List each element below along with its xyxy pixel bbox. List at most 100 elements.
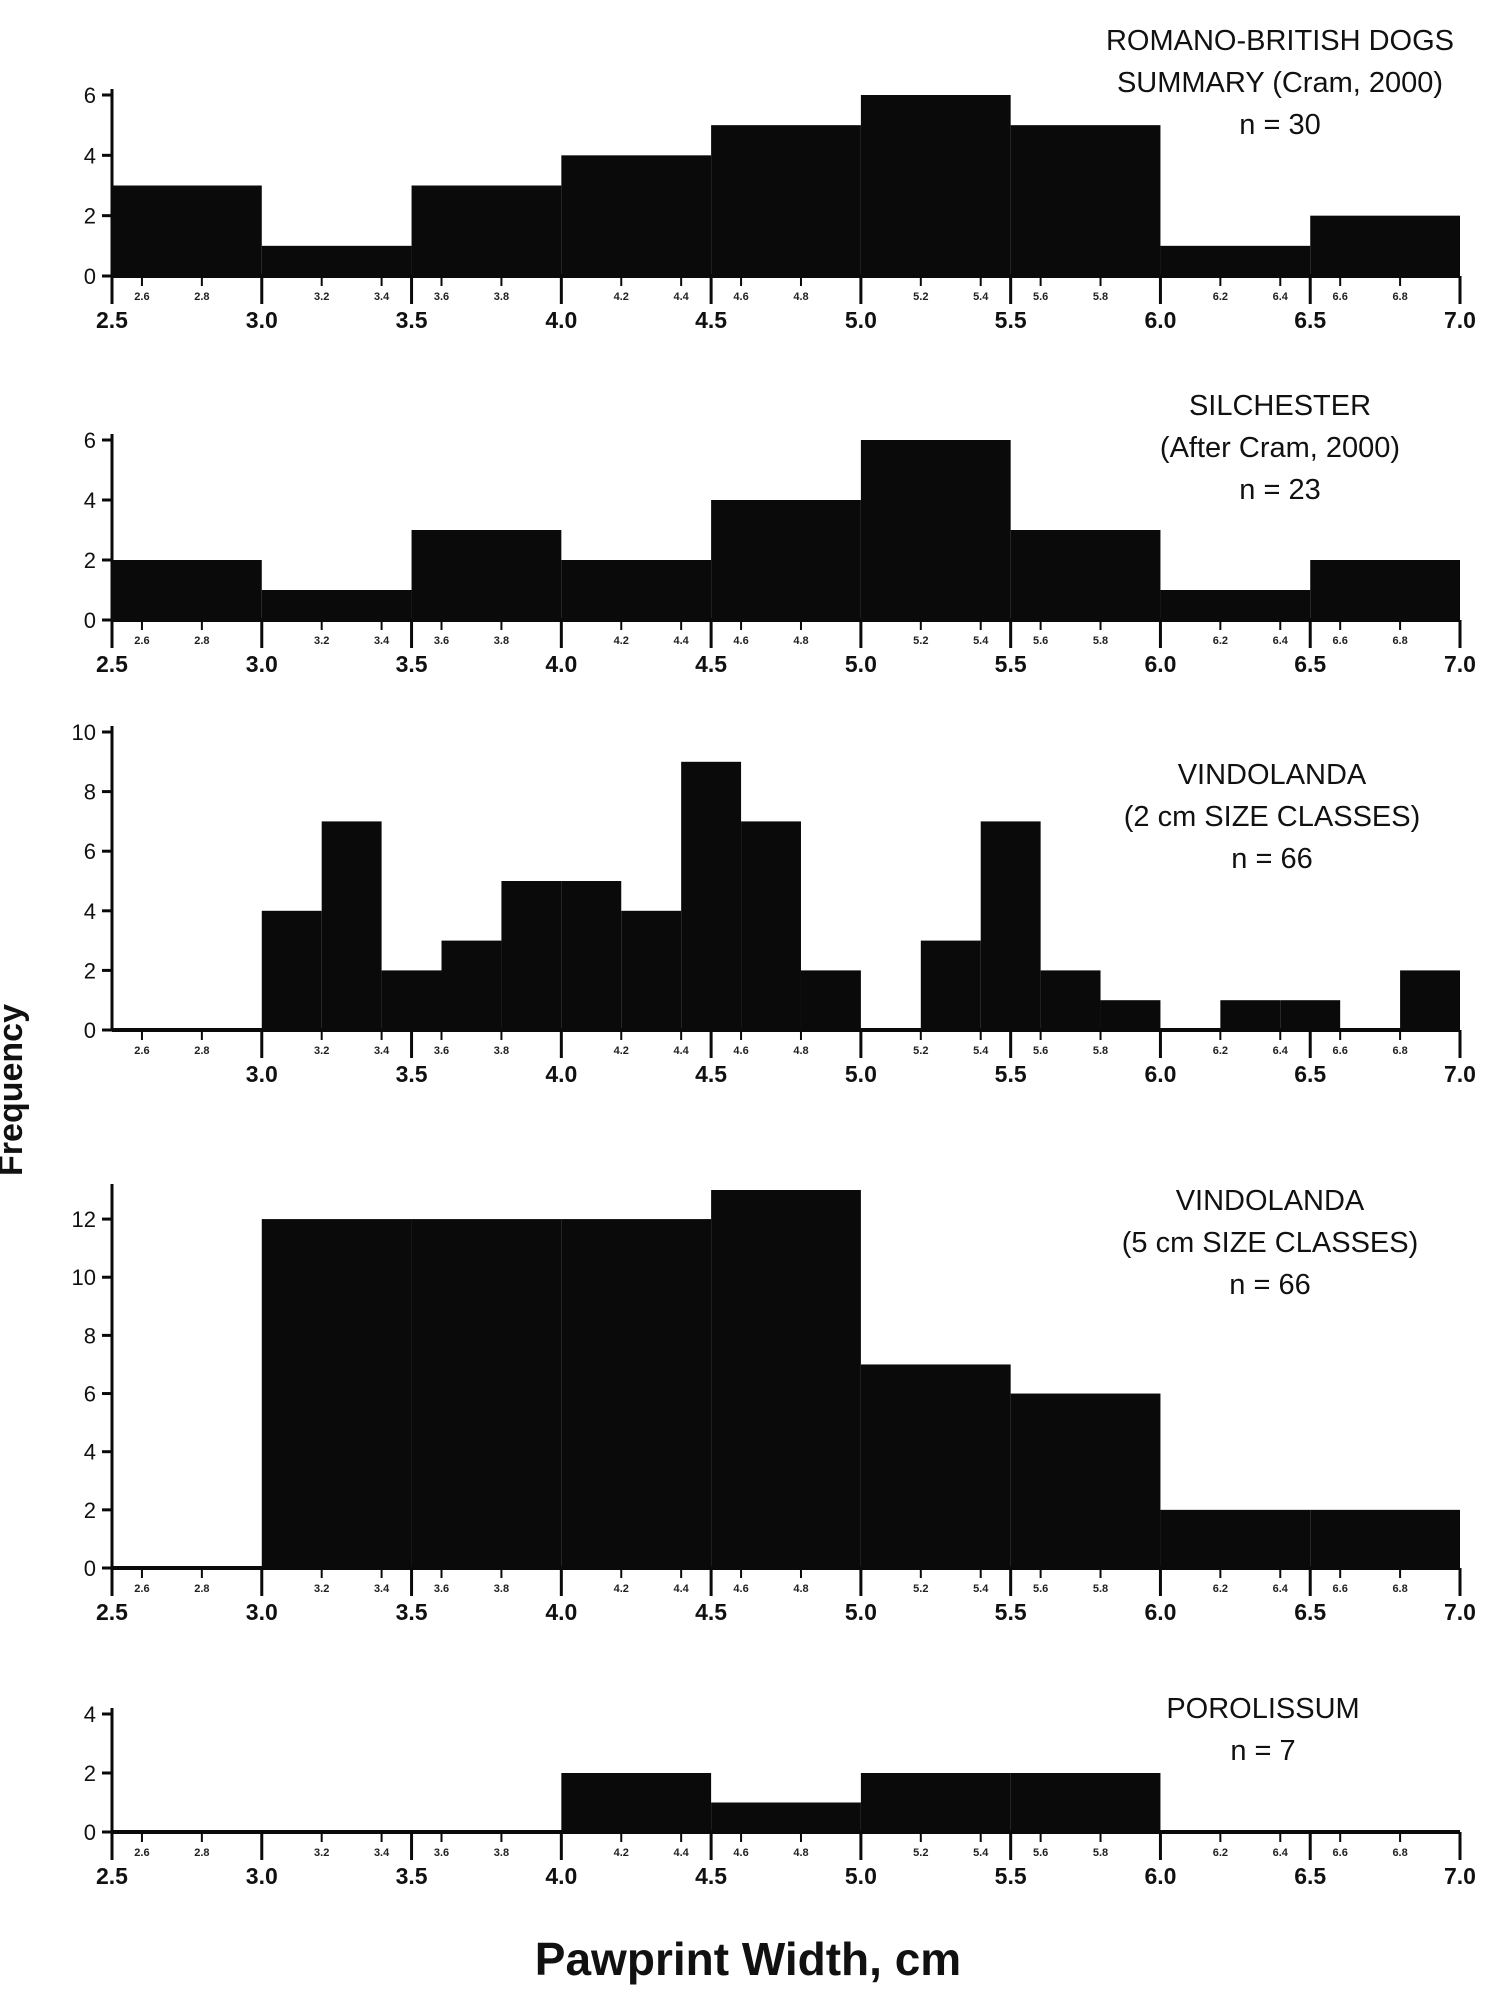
y-tick-label: 0	[84, 1556, 96, 1581]
x-minor-tick-label: 6.6	[1333, 1847, 1348, 1859]
y-tick-label: 12	[72, 1207, 96, 1232]
panel-title-line: n = 7	[1230, 1735, 1295, 1767]
x-minor-tick-label: 5.8	[1093, 1847, 1108, 1859]
x-minor-tick-label: 5.6	[1033, 1583, 1048, 1595]
x-minor-tick-label: 5.4	[973, 1583, 989, 1595]
x-major-tick-label: 5.5	[995, 1061, 1027, 1087]
x-major-tick-label: 5.0	[845, 1061, 877, 1087]
histogram-bar	[561, 155, 712, 276]
x-minor-tick-label: 3.4	[374, 1045, 390, 1057]
x-major-tick-label: 7.0	[1444, 307, 1476, 333]
histogram-bar	[1310, 1509, 1460, 1568]
histogram-bar	[1010, 1393, 1161, 1568]
x-minor-tick-label: 4.2	[614, 291, 629, 303]
histogram-bar	[1160, 1509, 1311, 1568]
y-tick-label: 2	[84, 1761, 96, 1786]
x-major-tick-label: 4.5	[695, 1599, 727, 1625]
y-tick-label: 2	[84, 958, 96, 983]
x-major-tick-label: 7.0	[1444, 1863, 1476, 1889]
histogram-bar	[1400, 970, 1460, 1030]
x-major-tick-label: 3.0	[246, 1863, 278, 1889]
x-minor-tick-label: 6.4	[1273, 1847, 1289, 1859]
x-minor-tick-label: 5.6	[1033, 635, 1048, 647]
histogram-bar	[261, 1219, 412, 1568]
x-minor-tick-label: 3.8	[494, 1045, 509, 1057]
histogram-bar	[381, 970, 442, 1030]
y-tick-label: 0	[84, 608, 96, 633]
x-minor-tick-label: 4.6	[733, 1847, 748, 1859]
x-major-tick-label: 5.0	[845, 307, 877, 333]
x-major-tick-label: 3.0	[246, 307, 278, 333]
x-minor-tick-label: 3.2	[314, 635, 329, 647]
x-minor-tick-label: 6.6	[1333, 1583, 1348, 1595]
x-minor-tick-label: 6.8	[1392, 635, 1407, 647]
x-major-tick-label: 3.0	[246, 1599, 278, 1625]
y-tick-label: 10	[72, 720, 96, 745]
histogram-bar	[711, 1190, 861, 1568]
x-major-tick-label: 3.0	[246, 651, 278, 677]
y-tick-label: 10	[72, 1265, 96, 1290]
y-tick-label: 2	[84, 548, 96, 573]
histogram-bar	[1160, 245, 1311, 276]
x-major-tick-label: 6.0	[1144, 1061, 1176, 1087]
histogram-bar	[441, 940, 502, 1030]
x-minor-tick-label: 3.4	[374, 291, 390, 303]
x-axis-label: Pawprint Width, cm	[535, 1933, 961, 1985]
x-minor-tick-label: 6.4	[1273, 635, 1289, 647]
panel-title-line: SUMMARY (Cram, 2000)	[1117, 67, 1443, 99]
x-minor-tick-label: 2.8	[194, 1583, 209, 1595]
histogram-bar	[1010, 530, 1161, 620]
panel-title-line: POROLISSUM	[1166, 1693, 1359, 1725]
x-major-tick-label: 4.5	[695, 1863, 727, 1889]
panel-title-line: VINDOLANDA	[1176, 1185, 1365, 1217]
x-minor-tick-label: 3.2	[314, 1583, 329, 1595]
y-tick-label: 4	[84, 1702, 96, 1727]
x-major-tick-label: 6.0	[1144, 307, 1176, 333]
x-minor-tick-label: 5.6	[1033, 291, 1048, 303]
x-minor-tick-label: 3.2	[314, 291, 329, 303]
x-minor-tick-label: 2.6	[134, 1045, 149, 1057]
histogram-bar	[1310, 560, 1460, 620]
histogram-bar	[1010, 125, 1161, 277]
x-minor-tick-label: 2.6	[134, 291, 149, 303]
x-major-tick-label: 6.5	[1294, 651, 1326, 677]
y-tick-label: 2	[84, 1498, 96, 1523]
x-minor-tick-label: 2.6	[134, 635, 149, 647]
histogram-bar	[860, 1364, 1011, 1568]
x-major-tick-label: 4.0	[545, 1863, 577, 1889]
histogram-bar	[860, 440, 1011, 620]
x-major-tick-label: 5.0	[845, 1863, 877, 1889]
x-major-tick-label: 2.5	[96, 651, 128, 677]
panel-title-line: n = 66	[1229, 1269, 1310, 1301]
x-minor-tick-label: 3.6	[434, 291, 449, 303]
y-tick-label: 8	[84, 780, 96, 805]
x-major-tick-label: 3.5	[396, 1863, 428, 1889]
x-minor-tick-label: 4.6	[733, 1583, 748, 1595]
histogram-bar	[1220, 1000, 1281, 1030]
panel-title-line: SILCHESTER	[1189, 390, 1371, 422]
x-minor-tick-label: 3.2	[314, 1045, 329, 1057]
x-minor-tick-label: 4.2	[614, 635, 629, 647]
x-minor-tick-label: 2.8	[194, 291, 209, 303]
x-major-tick-label: 6.5	[1294, 1863, 1326, 1889]
x-major-tick-label: 4.0	[545, 307, 577, 333]
x-minor-tick-label: 6.6	[1333, 291, 1348, 303]
y-tick-label: 0	[84, 1820, 96, 1845]
histogram-panel: 0 2 4 6 8 10 12 2.5 3.0 3.5 4.0 4.5 5.0 5.5 6.0 6.5 7.0 2…	[72, 1184, 1476, 1625]
x-major-tick-label: 5.0	[845, 651, 877, 677]
x-minor-tick-label: 4.4	[674, 1583, 690, 1595]
histogram-bar	[261, 590, 412, 620]
x-minor-tick-label: 3.4	[374, 635, 390, 647]
x-major-tick-label: 4.5	[695, 307, 727, 333]
x-major-tick-label: 6.5	[1294, 1061, 1326, 1087]
x-major-tick-label: 3.5	[396, 307, 428, 333]
histogram-bar	[411, 1219, 562, 1568]
histogram-bar	[621, 910, 682, 1030]
x-minor-tick-label: 6.4	[1273, 291, 1289, 303]
histogram-bar	[112, 185, 262, 276]
x-minor-tick-label: 4.4	[674, 635, 690, 647]
x-minor-tick-label: 6.4	[1273, 1583, 1289, 1595]
histogram-bar	[711, 1802, 861, 1832]
x-minor-tick-label: 4.6	[733, 291, 748, 303]
x-minor-tick-label: 3.8	[494, 291, 509, 303]
